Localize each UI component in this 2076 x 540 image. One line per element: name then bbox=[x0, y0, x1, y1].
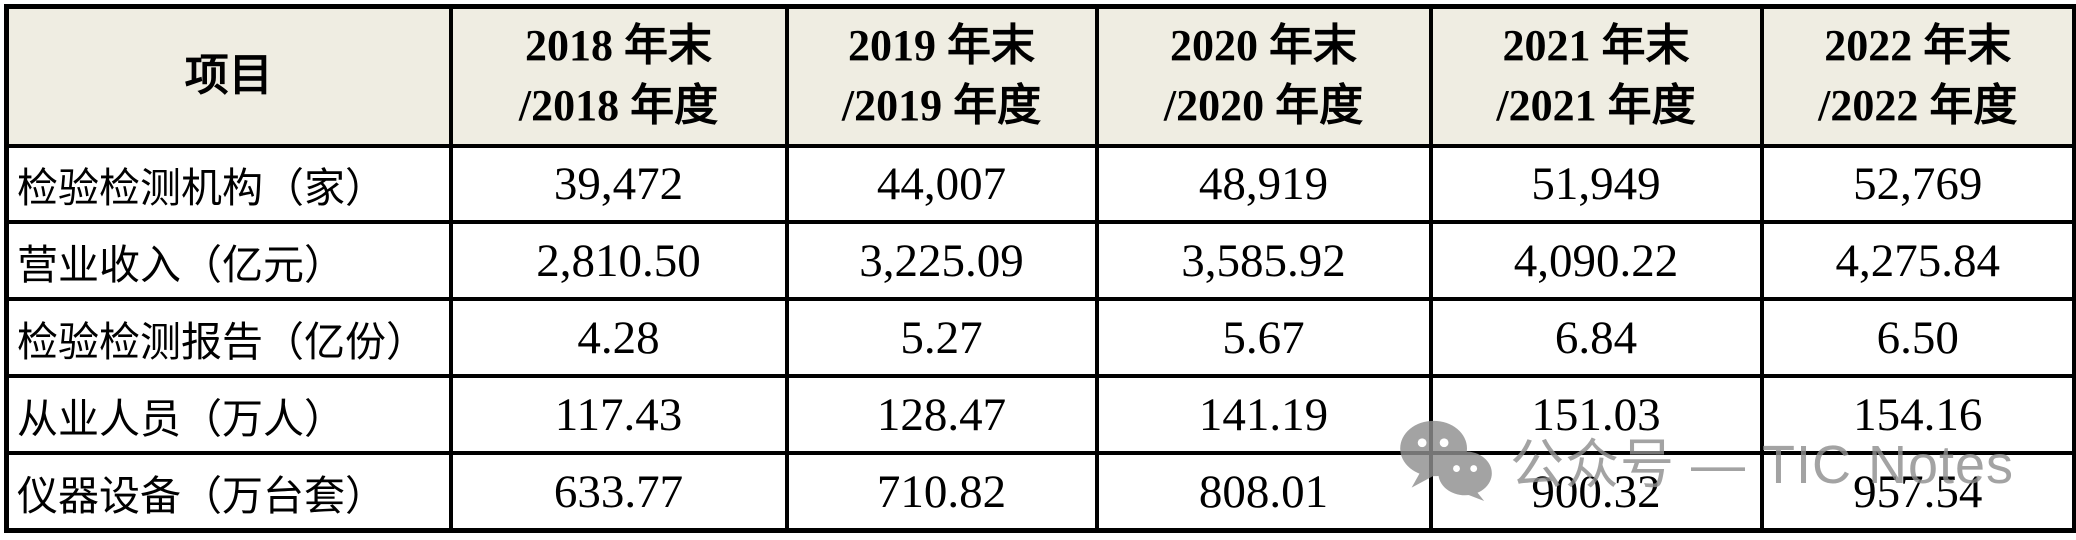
row-label: 从业人员（万人） bbox=[4, 374, 453, 455]
cell-value: 44,007 bbox=[784, 143, 1099, 225]
table-row-reports: 检验检测报告（亿份） 4.28 5.27 5.67 6.84 6.50 bbox=[4, 297, 2076, 379]
cell-value: 39,472 bbox=[448, 143, 789, 225]
cell-value: 4.28 bbox=[448, 297, 789, 379]
cell-value: 900.32 bbox=[1428, 451, 1764, 533]
header-item-label: 项目 bbox=[184, 51, 273, 101]
header-2022-line2: /2022 年度 bbox=[1818, 81, 2018, 131]
header-2019-line2: /2019 年度 bbox=[841, 81, 1042, 131]
cell-value: 2,810.50 bbox=[448, 220, 789, 302]
header-2020-line1: 2020 年末 bbox=[1170, 21, 1357, 71]
cell-value: 3,585.92 bbox=[1094, 220, 1433, 302]
cell-value: 154.16 bbox=[1759, 374, 2076, 455]
cell-value: 633.77 bbox=[448, 451, 789, 533]
header-2020-line2: /2020 年度 bbox=[1163, 81, 1364, 131]
header-2018-line2: /2018 年度 bbox=[518, 81, 719, 131]
table-row-institutions: 检验检测机构（家） 39,472 44,007 48,919 51,949 52… bbox=[4, 143, 2076, 225]
table-row-employees: 从业人员（万人） 117.43 128.47 141.19 151.03 154… bbox=[4, 374, 2076, 455]
cell-value: 51,949 bbox=[1428, 143, 1764, 225]
table-header-row: 项目 2018 年末 /2018 年度 2019 年末 /2019 年度 202… bbox=[4, 4, 2076, 148]
table-row-revenue: 营业收入（亿元） 2,810.50 3,225.09 3,585.92 4,09… bbox=[4, 220, 2076, 302]
header-2018-line1: 2018 年末 bbox=[525, 21, 712, 71]
cell-value: 48,919 bbox=[1094, 143, 1433, 225]
header-2019-line1: 2019 年末 bbox=[848, 21, 1035, 71]
cell-value: 4,275.84 bbox=[1759, 220, 2076, 302]
cell-value: 5.27 bbox=[784, 297, 1099, 379]
row-label: 仪器设备（万台套） bbox=[4, 451, 453, 533]
cell-value: 3,225.09 bbox=[784, 220, 1099, 302]
row-label: 营业收入（亿元） bbox=[4, 220, 453, 302]
cell-value: 4,090.22 bbox=[1428, 220, 1764, 302]
header-column-2018: 2018 年末 /2018 年度 bbox=[448, 4, 789, 148]
header-item-column: 项目 bbox=[4, 4, 453, 148]
statistics-table: 项目 2018 年末 /2018 年度 2019 年末 /2019 年度 202… bbox=[4, 4, 2076, 533]
cell-value: 808.01 bbox=[1094, 451, 1433, 533]
cell-value: 710.82 bbox=[784, 451, 1099, 533]
cell-value: 6.84 bbox=[1428, 297, 1764, 379]
header-2021-line2: /2021 年度 bbox=[1496, 81, 1696, 131]
cell-value: 117.43 bbox=[448, 374, 789, 455]
row-label: 检验检测报告（亿份） bbox=[4, 297, 453, 379]
cell-value: 141.19 bbox=[1094, 374, 1433, 455]
header-column-2021: 2021 年末 /2021 年度 bbox=[1428, 4, 1764, 148]
header-column-2019: 2019 年末 /2019 年度 bbox=[784, 4, 1099, 148]
table-row-equipment: 仪器设备（万台套） 633.77 710.82 808.01 900.32 95… bbox=[4, 451, 2076, 533]
cell-value: 6.50 bbox=[1759, 297, 2076, 379]
cell-value: 5.67 bbox=[1094, 297, 1433, 379]
row-label: 检验检测机构（家） bbox=[4, 143, 453, 225]
cell-value: 151.03 bbox=[1428, 374, 1764, 455]
cell-value: 52,769 bbox=[1759, 143, 2076, 225]
cell-value: 128.47 bbox=[784, 374, 1099, 455]
header-2021-line1: 2021 年末 bbox=[1502, 21, 1690, 71]
header-2022-line1: 2022 年末 bbox=[1824, 21, 2012, 71]
header-column-2020: 2020 年末 /2020 年度 bbox=[1094, 4, 1433, 148]
cell-value: 957.54 bbox=[1759, 451, 2076, 533]
header-column-2022: 2022 年末 /2022 年度 bbox=[1759, 4, 2076, 148]
